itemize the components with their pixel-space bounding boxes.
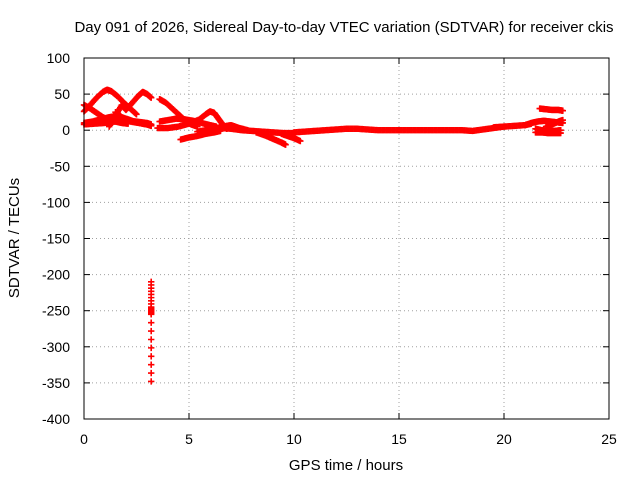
grid (84, 58, 609, 419)
series-outliers (148, 278, 155, 385)
data-points (80, 86, 566, 385)
y-tick-label: 0 (62, 122, 70, 138)
y-tick-label: 100 (47, 50, 71, 66)
series-arc-14 (278, 130, 304, 145)
x-tick-label: 0 (80, 431, 88, 447)
data-point (148, 336, 155, 343)
x-tick-label: 5 (185, 431, 193, 447)
y-tick-label: -150 (42, 231, 70, 247)
y-axis: 100 50 0 -50 -100 -150 -200 -250 -300 -350 -400 (42, 50, 609, 427)
series-arc-20 (532, 129, 564, 137)
y-axis-title: SDTVAR / TECUs (6, 178, 23, 298)
data-point (559, 116, 566, 124)
data-point (148, 353, 155, 360)
data-point (148, 361, 155, 368)
series-arc-6 (112, 108, 155, 130)
plot-frame (83, 57, 610, 420)
y-tick-label: -50 (50, 158, 70, 174)
chart-title: Day 091 of 2026, Sidereal Day-to-day VTE… (74, 19, 613, 36)
series-arc-22 (542, 116, 566, 130)
data-point (148, 311, 155, 318)
y-tick-label: -300 (42, 339, 70, 355)
data-point (148, 378, 155, 385)
series-arc-16 (395, 123, 508, 135)
series-arc-21 (536, 105, 566, 114)
x-tick-label: 25 (601, 431, 617, 447)
x-axis: 0 5 10 15 20 25 (80, 58, 617, 447)
series-arc-15 (290, 125, 403, 136)
x-axis-title: GPS time / hours (289, 457, 403, 474)
data-point (282, 141, 289, 148)
y-tick-label: -100 (42, 194, 70, 210)
data-point (148, 94, 155, 101)
y-tick-label: -400 (42, 411, 70, 427)
data-point (133, 111, 140, 118)
x-tick-label: 10 (286, 431, 302, 447)
data-point (148, 319, 155, 326)
data-point (148, 369, 155, 377)
y-tick-label: -200 (42, 267, 70, 283)
data-point (148, 122, 155, 130)
data-point (557, 129, 564, 137)
data-point (148, 344, 155, 352)
y-tick-label: 50 (54, 86, 70, 102)
data-point (559, 107, 566, 114)
x-tick-label: 15 (391, 431, 407, 447)
y-tick-label: -250 (42, 303, 70, 319)
series-arc-13 (253, 129, 289, 148)
series-arc-2 (80, 86, 140, 118)
y-tick-label: -350 (42, 375, 70, 391)
x-tick-label: 20 (496, 431, 512, 447)
data-point (297, 137, 304, 145)
data-point (148, 327, 155, 335)
